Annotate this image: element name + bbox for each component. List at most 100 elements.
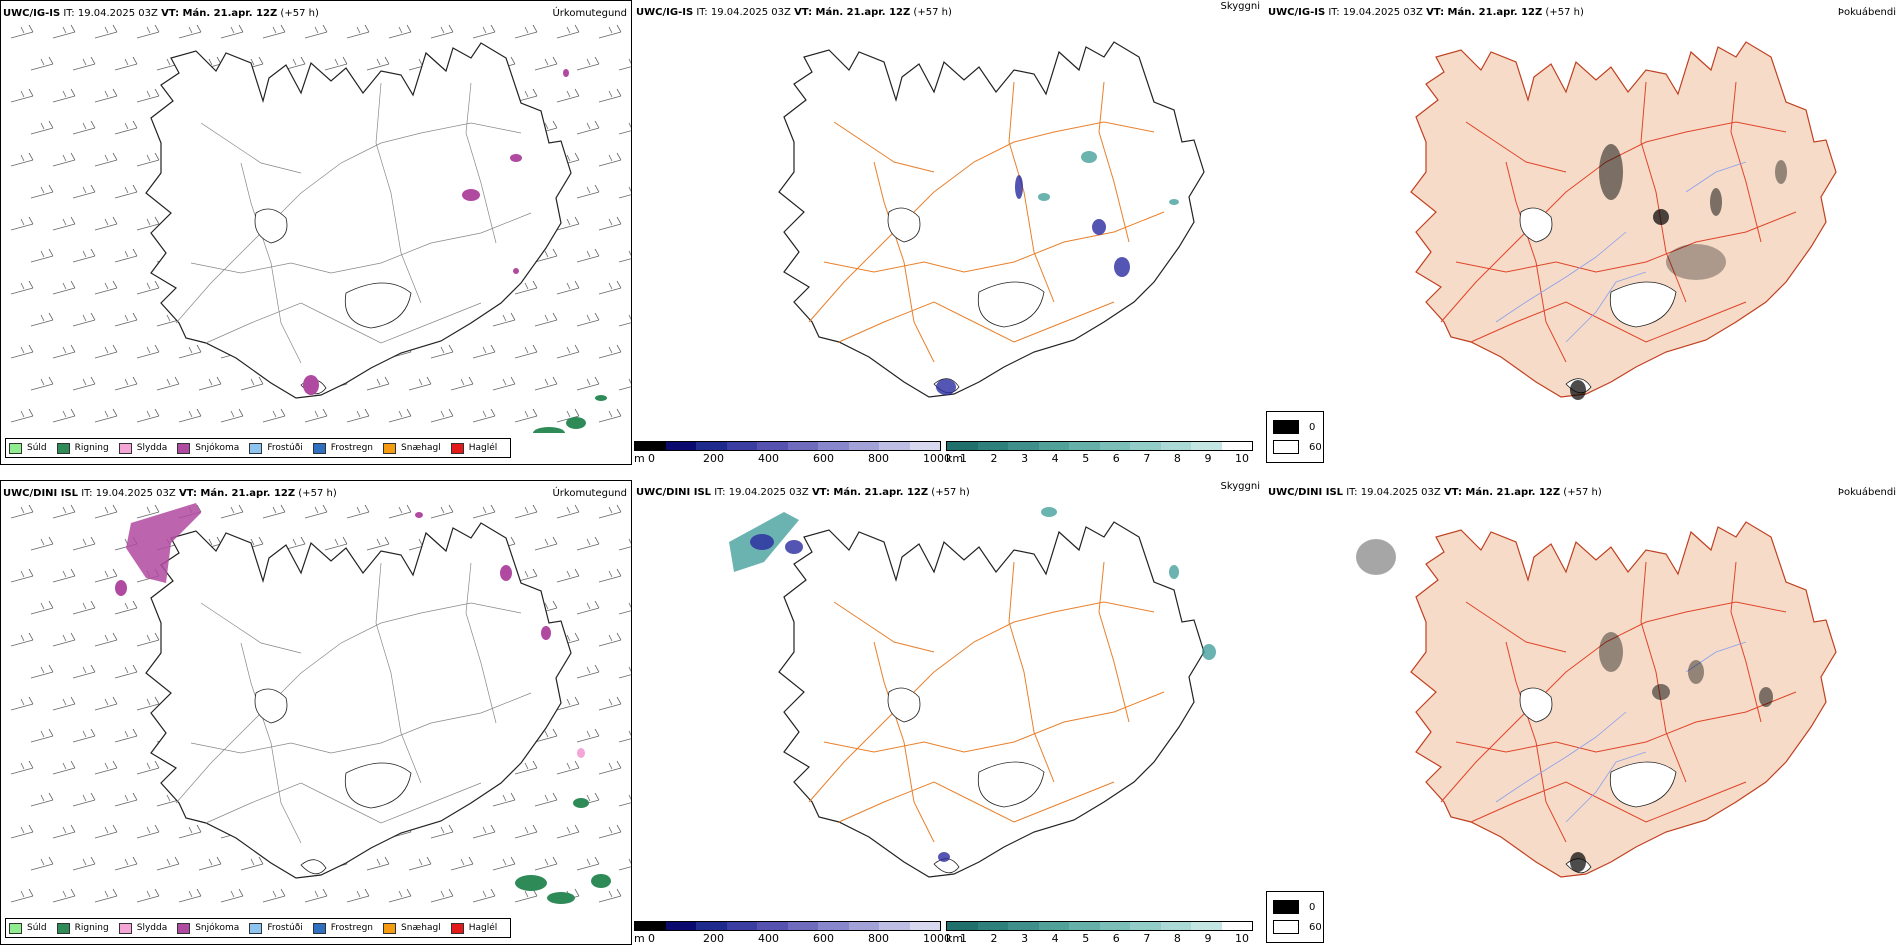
wind-barb <box>94 88 118 103</box>
road <box>1465 121 1567 173</box>
wind-barb <box>178 824 202 839</box>
wind-barb <box>576 728 600 743</box>
legend-item: Haglél <box>450 442 497 454</box>
colorbar-unit: km <box>946 452 964 465</box>
wind-barb <box>136 24 160 39</box>
wind-barb <box>114 376 138 391</box>
road <box>465 562 497 724</box>
legend-swatch <box>56 922 70 934</box>
wind-barb <box>94 760 118 775</box>
legend-label: Rigning <box>74 923 109 933</box>
wind-barb <box>136 280 160 295</box>
wind-barb <box>30 312 54 327</box>
legend-high: 60 <box>1273 440 1322 454</box>
wind-barb <box>408 856 432 871</box>
wind-barb <box>576 248 600 263</box>
precip-map <box>10 24 631 433</box>
wind-barb <box>556 824 580 839</box>
road <box>1440 121 1787 323</box>
wind-barb <box>430 888 454 903</box>
colorbar-tick: 3 <box>1021 932 1029 945</box>
colorbar-tick: 10 <box>1235 452 1249 465</box>
wind-barb <box>30 120 54 135</box>
road-network <box>808 81 1165 363</box>
wind-barb <box>94 824 118 839</box>
road <box>1455 211 1797 273</box>
wind-barb <box>346 24 370 39</box>
forecast-row-dini-isl: UWC/DINI ISL IT: 19.04.2025 03Z VT: Mán.… <box>0 480 1900 950</box>
colorbar-tick: 400 <box>758 932 779 945</box>
road <box>1098 81 1130 243</box>
legend-high-label: 60 <box>1309 441 1322 453</box>
model-name: UWC/DINI ISL <box>3 488 79 499</box>
legend-low-label: 0 <box>1309 421 1316 433</box>
legend-high: 60 <box>1273 920 1322 934</box>
road <box>190 692 532 754</box>
low-visibility-areas <box>1038 151 1179 205</box>
valid-time: VT: Mán. 21.apr. 12Z <box>1426 7 1543 18</box>
wind-barb <box>324 536 348 551</box>
wind-barb <box>514 24 538 39</box>
low-cloud-areas <box>936 175 1130 395</box>
wind-barb <box>472 888 496 903</box>
colorbar-segment <box>635 442 666 450</box>
colorbar-tick: 200 <box>703 932 724 945</box>
wind-barb <box>556 88 580 103</box>
road <box>1470 781 1747 823</box>
valid-time: VT: Mán. 21.apr. 12Z <box>794 7 911 18</box>
road <box>1730 81 1762 243</box>
wind-barb <box>262 888 286 903</box>
wind-barb <box>136 344 160 359</box>
iceland-outline <box>778 41 1205 398</box>
wind-barb <box>94 504 118 519</box>
wind-barb <box>492 312 516 327</box>
colorbar-tick: 0 <box>648 452 655 465</box>
wind-barb <box>556 696 580 711</box>
legend-swatch <box>249 442 263 454</box>
panel-header: UWC/IG-IS IT: 19.04.2025 03Z VT: Mán. 21… <box>3 7 627 21</box>
legend-label: Snæhagl <box>401 443 441 453</box>
valid-time: VT: Mán. 21.apr. 12Z <box>1443 487 1561 498</box>
colorbar-segment <box>977 442 1008 450</box>
wind-barb <box>136 632 160 647</box>
legend-swatch <box>177 922 191 934</box>
wind-barb <box>52 888 76 903</box>
road-network <box>1440 81 1797 363</box>
wind-barb <box>472 824 496 839</box>
colorbar-segment <box>665 442 696 450</box>
wind-barb <box>30 536 54 551</box>
wind-barb <box>114 120 138 135</box>
init-time: IT: 19.04.2025 03Z <box>714 487 809 498</box>
panel-title: Úrkomutegund <box>552 8 627 19</box>
colorbar-segment <box>909 922 940 930</box>
wind-barb <box>114 56 138 71</box>
legend-low: 0 <box>1273 900 1315 914</box>
valid-time: VT: Mán. 21.apr. 12Z <box>161 8 278 19</box>
wind-barb <box>136 216 160 231</box>
precip-type-legend: Súld Rigning Slydda Snjókoma Frostúði Frostre… <box>5 918 512 938</box>
wind-barb <box>556 504 580 519</box>
wind-barb <box>52 280 76 295</box>
fog-index-areas <box>1356 539 1773 872</box>
colorbar-unit: m <box>634 932 645 945</box>
wind-barb <box>618 58 631 71</box>
wind-barb <box>52 216 76 231</box>
legend-swatch <box>56 442 70 454</box>
colorbar-segment <box>879 442 910 450</box>
wind-barb <box>492 792 516 807</box>
panel-header: UWC/IG-IS IT: 19.04.2025 03Z VT: Mán. 21… <box>636 1 1260 20</box>
wind-barb <box>30 728 54 743</box>
visibility-colorbars: m 0 200 400 600 800 1000 km 1 2 3 4 5 6 7 8 9 10 <box>634 917 1264 945</box>
glacier-outline <box>887 207 921 243</box>
ceiling-colorbar <box>634 441 941 451</box>
colorbar-tick: 6 <box>1112 452 1120 465</box>
forecast-row-ig-is: UWC/IG-IS IT: 19.04.2025 03Z VT: Mán. 21… <box>0 0 1900 470</box>
road <box>808 601 1155 803</box>
road <box>1640 81 1687 303</box>
legend-swatch <box>118 922 132 934</box>
colorbar-segment <box>848 922 879 930</box>
legend-item: Frostregn <box>312 442 373 454</box>
glacier-outline <box>887 687 921 723</box>
ceiling-colorbar <box>634 921 941 931</box>
wind-barb <box>94 568 118 583</box>
